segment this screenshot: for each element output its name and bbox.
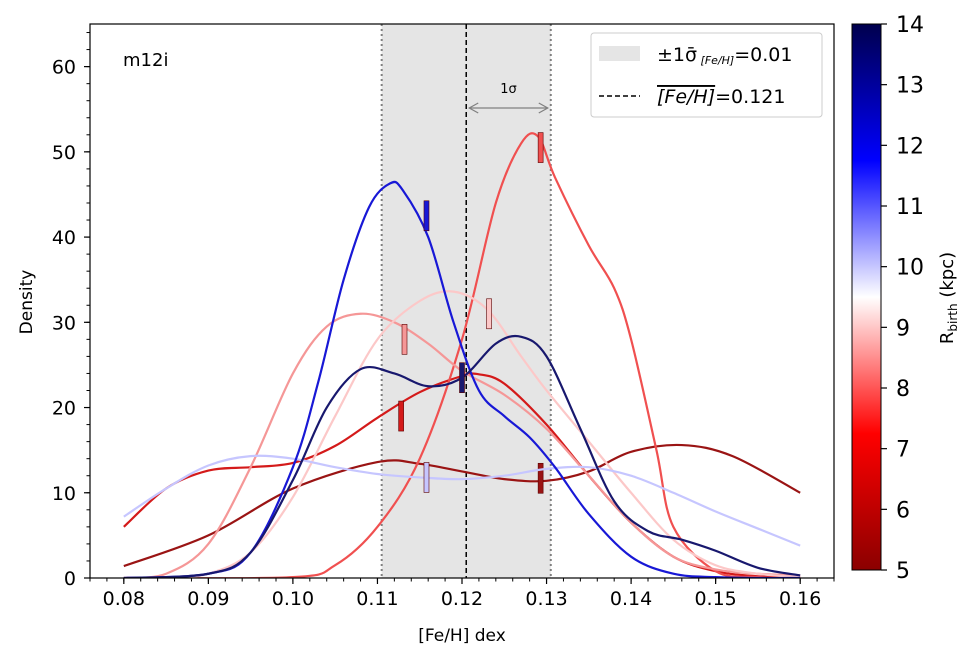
colorbar-tick-label: 11 <box>896 195 924 220</box>
series-marker-7 <box>459 362 465 394</box>
series-marker-3 <box>401 324 408 355</box>
series-marker-1 <box>398 400 404 432</box>
legend-band-swatch <box>599 46 640 61</box>
y-tick-label: 60 <box>52 57 76 79</box>
x-tick-label: 0.12 <box>441 588 483 610</box>
y-tick-label: 30 <box>52 312 76 334</box>
colorbar-tick-label: 9 <box>896 316 910 341</box>
series-line-3 <box>123 312 801 578</box>
y-tick-label: 10 <box>52 483 76 505</box>
sigma-arrow <box>467 102 550 114</box>
x-tick-label: 0.14 <box>610 588 652 610</box>
legend-band-label: ±1σ̄ [Fe/H]=0.01 <box>657 44 792 67</box>
colorbar-tick-label: 6 <box>896 498 910 523</box>
x-tick-label: 0.09 <box>187 588 229 610</box>
series-line-7 <box>123 334 801 578</box>
colorbar-tick-label: 13 <box>896 74 924 99</box>
colorbar-tick-label: 14 <box>896 13 924 38</box>
series-marker-6 <box>423 200 430 232</box>
y-tick-label: 20 <box>52 398 76 420</box>
series-layer <box>123 132 801 578</box>
axis-ticks: 0.08 0.09 0.10 0.11 0.12 0.13 0.14 0.15 0.16 0 10 2… <box>52 32 835 610</box>
x-tick-label: 0.13 <box>525 588 567 610</box>
x-tick-label: 0.16 <box>779 588 821 610</box>
colorbar-tick-label: 10 <box>896 256 924 281</box>
colorbar-tick-label: 5 <box>896 559 910 584</box>
colorbar-tick-label: 12 <box>896 134 924 159</box>
y-tick-label: 50 <box>52 142 76 164</box>
colorbar-label: Rbirth (kpc) <box>937 252 960 344</box>
x-axis-label: [Fe/H] dex <box>418 626 506 646</box>
y-tick-label: 0 <box>64 568 76 590</box>
colorbar-ticks: 5 6 7 8 9 10 11 12 13 14 <box>881 13 924 584</box>
colorbar <box>851 23 882 571</box>
series-line-5 <box>123 454 801 547</box>
colorbar-tick-label: 8 <box>896 377 910 402</box>
series-line-0 <box>123 443 801 568</box>
x-tick-label: 0.08 <box>103 588 145 610</box>
x-tick-label: 0.15 <box>694 588 736 610</box>
series-marker-0 <box>537 462 544 494</box>
legend-mean-label: [Fe/H]=0.121 <box>657 86 785 108</box>
series-marker-2 <box>537 132 544 163</box>
colorbar-tick-label: 7 <box>896 438 910 463</box>
y-tick-label: 40 <box>52 227 76 249</box>
series-marker-5 <box>423 462 430 493</box>
x-tick-label: 0.10 <box>272 588 314 610</box>
series-line-6 <box>123 180 801 578</box>
y-axis-label: Density <box>17 270 37 335</box>
panel-label: m12i <box>123 50 168 71</box>
x-tick-label: 0.11 <box>356 588 398 610</box>
sigma-annotation: 1σ <box>500 82 517 97</box>
series-marker-4 <box>486 298 492 330</box>
legend[interactable]: ±1σ̄ [Fe/H]=0.01 [Fe/H]=0.121 <box>590 32 823 118</box>
